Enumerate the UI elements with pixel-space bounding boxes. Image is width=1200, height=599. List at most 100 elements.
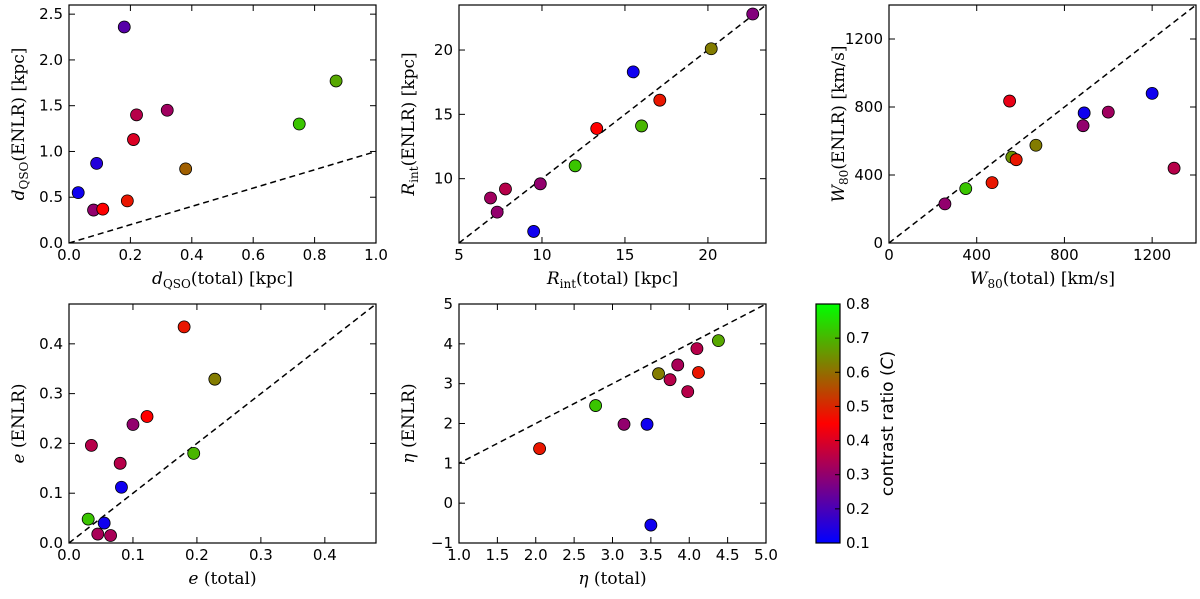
data-point xyxy=(635,119,648,133)
y-tick-label: 1200 xyxy=(845,30,883,48)
y-axis-label: Rint(ENLR) [kpc] xyxy=(399,52,421,196)
data-point xyxy=(712,334,725,348)
x-tick-label: 2.0 xyxy=(524,546,548,564)
y-tick-label: 0 xyxy=(443,494,453,512)
x-tick-label: 0.4 xyxy=(180,246,204,264)
reference-line xyxy=(459,5,766,243)
y-axis-label: dQSO(ENLR) [kpc] xyxy=(9,48,31,201)
data-point xyxy=(626,65,640,79)
x-axis-label: η (total) xyxy=(578,569,646,589)
colorbar-tick-label: 0.1 xyxy=(846,534,870,552)
data-point xyxy=(208,372,222,386)
data-point xyxy=(71,186,85,200)
data-point xyxy=(533,177,547,191)
data-point xyxy=(985,176,999,190)
y-tick-label: 0.0 xyxy=(39,234,63,252)
data-point xyxy=(959,182,973,196)
panel-2: 5 10 15 20 10 15 20 Rint(total) [kpc] Rint(ENLR)… xyxy=(399,4,767,291)
data-point xyxy=(692,366,705,379)
data-point xyxy=(1029,138,1043,152)
x-tick-label: 0.0 xyxy=(57,546,81,564)
y-tick-label: 0.3 xyxy=(39,385,63,403)
x-tick-label: 2.5 xyxy=(562,546,586,564)
x-tick-label: 0.1 xyxy=(121,546,145,564)
data-point xyxy=(663,373,677,387)
y-tick-label: 1.0 xyxy=(39,142,63,160)
panel-1: 0.0 0.2 0.4 0.6 0.8 1.0 0.0 0.5 1.0 1.5 2.0 2.5 dQSO… xyxy=(9,4,388,291)
x-tick-label: 0.3 xyxy=(249,546,273,564)
x-tick-label: 1.5 xyxy=(485,546,509,564)
x-axis-label: dQSO(total) [kpc] xyxy=(152,269,293,291)
x-tick-label: 0.2 xyxy=(185,546,209,564)
data-point xyxy=(671,358,685,372)
data-point xyxy=(484,191,497,205)
data-point xyxy=(652,367,665,381)
plot-frame xyxy=(68,4,377,244)
x-tick-label: 0.6 xyxy=(241,246,265,264)
colorbar-tick-label: 0.7 xyxy=(846,329,870,347)
x-tick-label: 3.0 xyxy=(601,546,625,564)
colorbar-tick-label: 0.2 xyxy=(846,500,870,518)
data-point xyxy=(90,156,104,170)
data-point xyxy=(126,418,140,431)
y-tick-label: 800 xyxy=(854,98,883,116)
y-tick-label: 10 xyxy=(434,170,453,188)
data-point xyxy=(91,527,105,541)
panel-3: 0 400 800 1200 0 400 800 1200 W80(total) [km/s] W… xyxy=(829,4,1197,291)
plot-frame xyxy=(458,4,767,244)
data-point xyxy=(187,446,201,460)
data-point xyxy=(681,385,695,399)
x-tick-label: 4.5 xyxy=(716,546,740,564)
reference-line xyxy=(69,304,376,543)
data-point xyxy=(490,205,504,219)
data-point xyxy=(590,122,604,135)
x-tick-label: 1.0 xyxy=(364,246,388,264)
colorbar-tick-label: 0.4 xyxy=(846,432,870,450)
x-tick-label: 1200 xyxy=(1133,246,1171,264)
data-point xyxy=(617,417,631,431)
data-point xyxy=(746,7,760,21)
x-axis-label: Rint(total) [kpc] xyxy=(546,269,678,291)
data-point xyxy=(127,133,140,146)
x-tick-label: 0.8 xyxy=(303,246,327,264)
data-point xyxy=(96,202,110,216)
colorbar-gradient xyxy=(815,303,841,544)
colorbar-tick-label: 0.8 xyxy=(846,295,870,313)
data-point xyxy=(1009,153,1023,167)
data-point xyxy=(329,74,343,88)
y-tick-label: 0.1 xyxy=(39,484,63,502)
y-tick-label: 5 xyxy=(443,295,453,313)
x-axis-label: W80(total) [km/s] xyxy=(970,269,1115,291)
data-point xyxy=(690,342,704,356)
x-tick-label: 20 xyxy=(698,246,717,264)
y-tick-label: 1 xyxy=(443,454,453,472)
x-tick-label: 0.0 xyxy=(57,246,81,264)
data-point xyxy=(589,399,603,412)
data-point xyxy=(130,108,143,122)
data-point xyxy=(1167,161,1181,175)
x-tick-label: 10 xyxy=(532,246,551,264)
y-tick-label: 15 xyxy=(434,105,453,123)
data-point xyxy=(533,442,546,455)
plot-frame xyxy=(888,4,1197,244)
plot-frame xyxy=(458,303,767,544)
x-tick-label: 0 xyxy=(884,246,894,264)
plot-frame xyxy=(68,303,377,544)
data-point xyxy=(292,117,306,131)
data-point xyxy=(1077,106,1091,120)
data-point xyxy=(115,480,128,494)
data-point xyxy=(1076,119,1090,133)
data-point xyxy=(640,417,654,431)
data-point xyxy=(117,20,131,34)
y-tick-label: 2.0 xyxy=(39,51,63,69)
colorbar-tick-label: 0.6 xyxy=(846,363,870,381)
data-point xyxy=(160,103,174,117)
data-point xyxy=(499,182,512,196)
data-point xyxy=(84,439,98,452)
y-tick-label: 0.2 xyxy=(39,434,63,452)
x-tick-label: 5 xyxy=(454,246,464,264)
data-point xyxy=(644,518,658,532)
y-tick-label: 0.4 xyxy=(39,335,63,353)
colorbar: 0.1 0.2 0.3 0.4 0.5 0.6 0.7 0.8 contrast ratio (… xyxy=(815,295,898,552)
